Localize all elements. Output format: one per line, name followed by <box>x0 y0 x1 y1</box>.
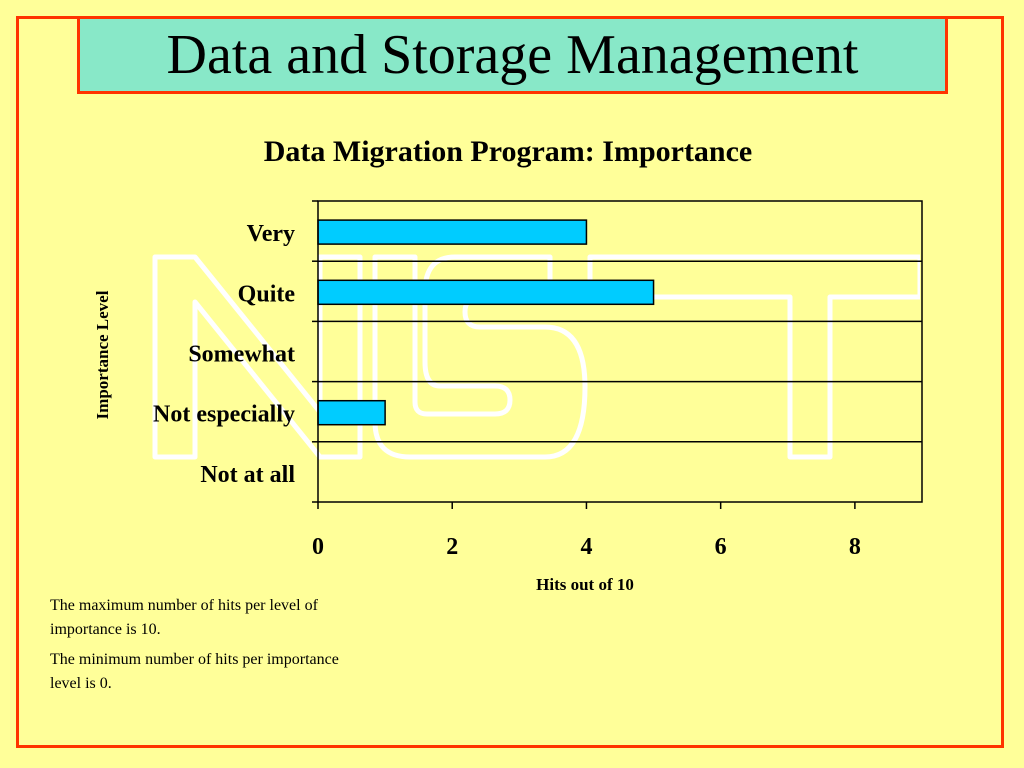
slide-title: Data and Storage Management <box>166 24 859 86</box>
title-box: Data and Storage Management <box>77 16 948 94</box>
y-axis-label: Importance Level <box>93 290 112 419</box>
bar-very <box>317 219 588 245</box>
bar-not-especially <box>317 399 386 426</box>
note-max: The maximum number of hits per level of … <box>50 597 318 638</box>
y-tick-label: Not at all <box>200 462 295 488</box>
plot-area-border <box>317 200 923 503</box>
x-tick-label: 6 <box>715 534 727 560</box>
y-tick-label: Not especially <box>153 402 295 428</box>
y-tick-label: Very <box>247 221 295 247</box>
x-tick-label: 0 <box>312 534 324 560</box>
x-axis-label: Hits out of 10 <box>536 575 634 594</box>
bar-quite <box>317 279 655 306</box>
x-tick-label: 8 <box>849 534 861 560</box>
y-tick-label: Somewhat <box>188 342 295 368</box>
notes: The maximum number of hits per level of … <box>50 594 340 702</box>
chart-title: Data Migration Program: Importance <box>264 135 753 168</box>
y-tick-label: Quite <box>238 281 296 307</box>
x-tick-label: 4 <box>580 534 592 560</box>
note-min: The minimum number of hits per importanc… <box>50 651 339 692</box>
x-tick-label: 2 <box>446 534 458 560</box>
